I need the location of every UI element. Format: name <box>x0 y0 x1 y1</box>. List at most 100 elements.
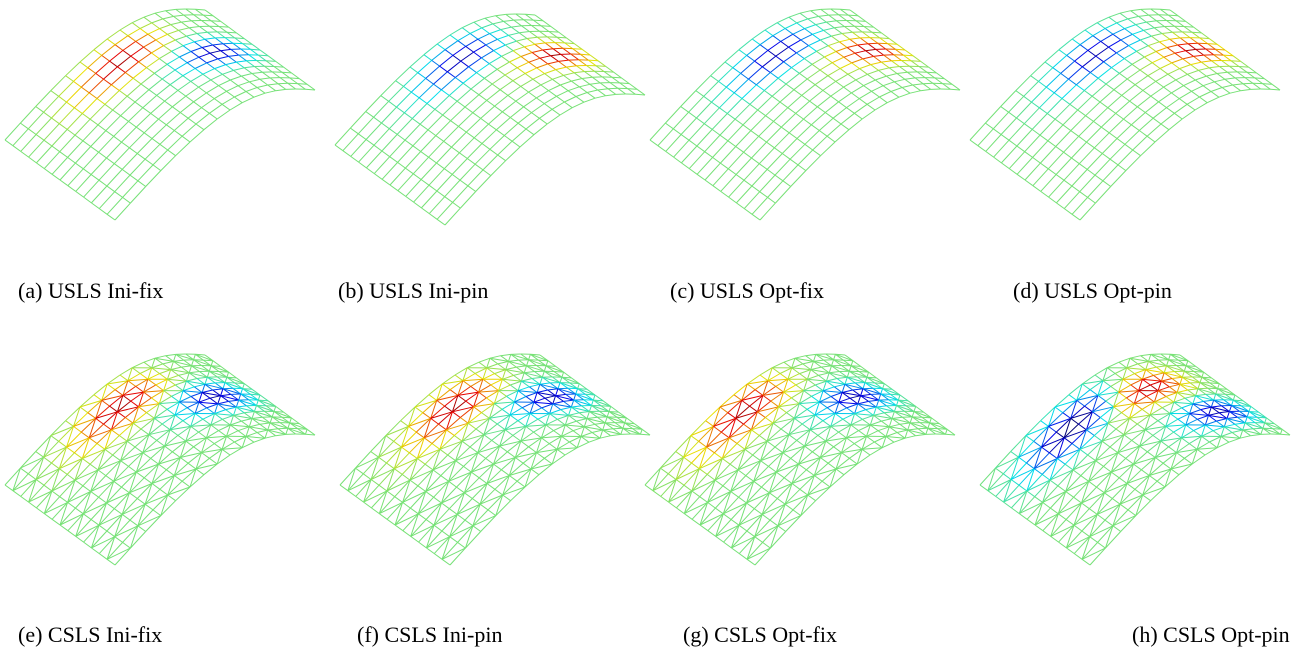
mesh-edge <box>514 373 525 376</box>
mesh-edge <box>851 361 853 366</box>
mesh-edge <box>579 60 587 66</box>
mesh-edge <box>1197 449 1205 455</box>
mesh-edge <box>1222 85 1233 88</box>
mesh-edge <box>676 508 684 514</box>
mesh-edge <box>557 449 565 455</box>
mesh-edge <box>876 49 884 55</box>
mesh-edge <box>211 361 213 366</box>
mesh-edge <box>1211 92 1219 98</box>
mesh-edge <box>752 214 760 220</box>
mesh-edge <box>1194 372 1204 373</box>
mesh-edge <box>486 458 494 464</box>
mesh-edge <box>569 60 577 66</box>
mesh-edge <box>1169 384 1180 387</box>
mesh-edge <box>801 40 809 46</box>
mesh-edge <box>211 74 223 80</box>
mesh-edge <box>130 187 145 204</box>
mesh-edge <box>507 452 515 458</box>
mesh-edge <box>592 400 594 405</box>
mesh-edge <box>768 41 781 50</box>
mesh-edge <box>215 65 226 69</box>
mesh-edge <box>754 472 777 481</box>
mesh-edge <box>1113 34 1121 40</box>
mesh-edge <box>834 384 845 387</box>
mesh-edge <box>1164 366 1166 373</box>
mesh-edge <box>505 430 513 436</box>
mesh-edge <box>1223 55 1233 56</box>
mesh-edge <box>878 431 886 437</box>
mesh-edge <box>845 377 847 384</box>
mesh-edge <box>775 187 790 204</box>
mesh-edge <box>813 150 821 156</box>
mesh-edge <box>491 385 499 391</box>
mesh-edge <box>1212 61 1220 67</box>
mesh-edge <box>859 372 869 373</box>
mesh-edge <box>160 489 168 495</box>
mesh-edge <box>545 43 553 49</box>
mesh-edge <box>789 40 801 47</box>
mesh-edge <box>587 417 597 418</box>
mesh-edge <box>919 67 929 68</box>
mesh-edge <box>494 464 502 470</box>
mesh-edge <box>594 71 602 77</box>
mesh-edge <box>1140 63 1152 70</box>
mesh-edge <box>413 146 421 152</box>
mesh-edge <box>96 73 104 79</box>
mesh-edge <box>68 514 83 531</box>
mesh-edge <box>139 62 147 68</box>
mesh-edge <box>620 83 630 84</box>
mesh-edge <box>1043 531 1051 537</box>
mesh-edge <box>1049 453 1057 459</box>
mesh-edge <box>409 426 417 432</box>
mesh-edge <box>213 389 223 390</box>
mesh-edge <box>434 554 442 560</box>
mesh-edge <box>1180 38 1188 44</box>
mesh-edge <box>1219 93 1230 97</box>
mesh-edge <box>858 44 868 45</box>
mesh-edge <box>1039 108 1047 114</box>
mesh-edge <box>397 134 405 140</box>
mesh-edge <box>434 497 442 503</box>
mesh-edge <box>1089 472 1112 481</box>
mesh-edge <box>351 140 366 157</box>
mesh-edge <box>195 69 203 75</box>
mesh-edge <box>219 431 227 437</box>
mesh-edge <box>834 354 836 359</box>
mesh-edge <box>358 117 373 134</box>
mesh-edge <box>755 537 763 543</box>
mesh-edge <box>796 113 804 119</box>
mesh-edge <box>1222 61 1230 67</box>
mesh-edge <box>544 366 546 371</box>
mesh-edge <box>775 159 790 175</box>
mesh-edge <box>1075 61 1083 67</box>
mesh-edge <box>786 73 799 84</box>
mesh-edge <box>1024 108 1039 124</box>
mesh-edge <box>1187 104 1195 110</box>
mesh-edge <box>159 404 167 410</box>
mesh-edge <box>426 520 434 526</box>
mesh-edge <box>1019 514 1027 520</box>
mesh-edge <box>1081 476 1089 482</box>
mesh-edge <box>917 72 925 78</box>
mesh-edge <box>107 142 122 158</box>
mesh-edge <box>1122 85 1135 96</box>
mesh-edge <box>848 69 860 75</box>
mesh-edge <box>244 67 254 68</box>
mesh-edge <box>899 67 907 73</box>
mesh-edge <box>872 91 880 97</box>
mesh-edge <box>97 99 105 105</box>
mesh-edge <box>151 458 159 464</box>
mesh-edge <box>800 489 808 495</box>
mesh-edge <box>1280 434 1290 435</box>
mesh-edge <box>359 145 374 162</box>
mesh-edge <box>840 69 848 75</box>
mesh-edge <box>1164 53 1175 57</box>
mesh-edge <box>1144 52 1156 58</box>
mesh-edge <box>1059 542 1067 548</box>
mesh-edge <box>785 23 797 29</box>
mesh-edge <box>1033 141 1048 158</box>
mesh-edge <box>453 202 461 208</box>
mesh-edge <box>226 407 237 410</box>
mesh-edge <box>1095 187 1110 204</box>
mesh-edge <box>1174 26 1182 32</box>
